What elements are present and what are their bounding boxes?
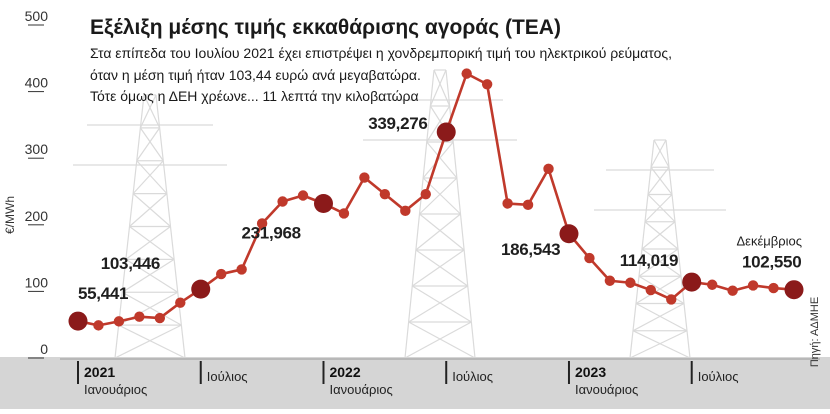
chart-subtitle-line-1: Στα επίπεδα του Ιουλίου 2021 έχει επιστρ… [90, 45, 672, 61]
data-label: 186,543 [501, 240, 560, 259]
data-label: 102,550 [742, 253, 801, 272]
data-point [604, 275, 616, 286]
data-point [768, 282, 779, 294]
data-note-label: Δεκέμβριος [736, 234, 802, 249]
y-tick-label: 100 [25, 274, 49, 290]
data-point [706, 279, 718, 290]
y-tick-label: 0 [40, 341, 48, 357]
data-point [216, 268, 227, 280]
data-point [420, 188, 431, 200]
x-tick-month: Ιανουάριος [329, 382, 392, 397]
y-axis-label: €/MWh [3, 196, 17, 234]
data-point [236, 264, 247, 275]
data-point [134, 311, 145, 322]
highlight-point [682, 272, 702, 292]
highlight-point [436, 122, 456, 142]
data-point [747, 280, 759, 291]
data-point [93, 320, 104, 331]
data-point [543, 163, 554, 175]
highlight-point [191, 279, 211, 299]
x-tick-month: Ιανουάριος [575, 382, 638, 397]
data-label: 55,441 [78, 284, 128, 303]
x-axis: 2021 Ιανουάριος Ιούλιος 2022 Ιανουάριος Ιούλι… [60, 358, 820, 397]
data-point [666, 294, 677, 305]
y-tick-label: 500 [25, 8, 49, 24]
data-point [502, 198, 513, 209]
power-tower-right [594, 139, 726, 359]
data-point [625, 277, 636, 288]
y-tick-label: 200 [25, 208, 49, 224]
x-tick-month: Ιούλιος [452, 369, 493, 384]
highlight-point [68, 311, 88, 331]
data-label: 339,276 [368, 114, 427, 133]
data-point [481, 79, 493, 90]
data-point [522, 199, 534, 211]
data-labels: 55,441 103,446 231,968 339,276 186,543 114,01… [78, 114, 802, 303]
source-label: Πηγή: ΑΔΜΗΕ [809, 297, 821, 367]
data-point [154, 312, 166, 324]
highlight-point [559, 224, 579, 244]
data-point [379, 188, 391, 200]
y-tick-label: 300 [25, 141, 49, 157]
data-point [297, 190, 309, 201]
data-point [584, 252, 595, 264]
data-point [727, 285, 738, 296]
data-points [68, 68, 804, 331]
data-point [175, 297, 186, 308]
data-label: 114,019 [620, 251, 678, 270]
x-tick-year: 2023 [575, 364, 606, 380]
chart-subtitle-line-3: Τότε όμως η ΔΕΗ χρέωνε... 11 λεπτά την κ… [90, 88, 419, 104]
y-axis-ticks: 0 100 200 300 400 500 [25, 8, 49, 359]
x-tick-month: Ιανουάριος [84, 382, 147, 397]
data-point [277, 196, 288, 207]
data-label: 231,968 [241, 224, 300, 243]
data-label: 103,446 [101, 254, 160, 273]
data-point [400, 205, 411, 217]
data-point [461, 68, 472, 79]
x-tick-year: 2022 [329, 364, 360, 380]
chart-title: Εξέλιξη μέσης τιμής εκκαθάρισης αγοράς (… [90, 16, 561, 39]
data-point [338, 208, 350, 219]
data-point [645, 284, 656, 296]
data-point [359, 172, 370, 183]
highlight-point [313, 194, 333, 214]
highlight-point [784, 280, 804, 300]
y-tick-label: 400 [25, 75, 49, 91]
x-tick-month: Ιούλιος [698, 369, 739, 384]
data-point [256, 218, 268, 229]
data-point [113, 316, 125, 327]
x-tick-year: 2021 [84, 364, 115, 380]
chart-subtitle-line-2: όταν η μέση τιμή ήταν 103,44 ευρώ ανά με… [90, 67, 421, 83]
x-tick-month: Ιούλιος [207, 369, 248, 384]
power-tower-center [363, 69, 517, 359]
